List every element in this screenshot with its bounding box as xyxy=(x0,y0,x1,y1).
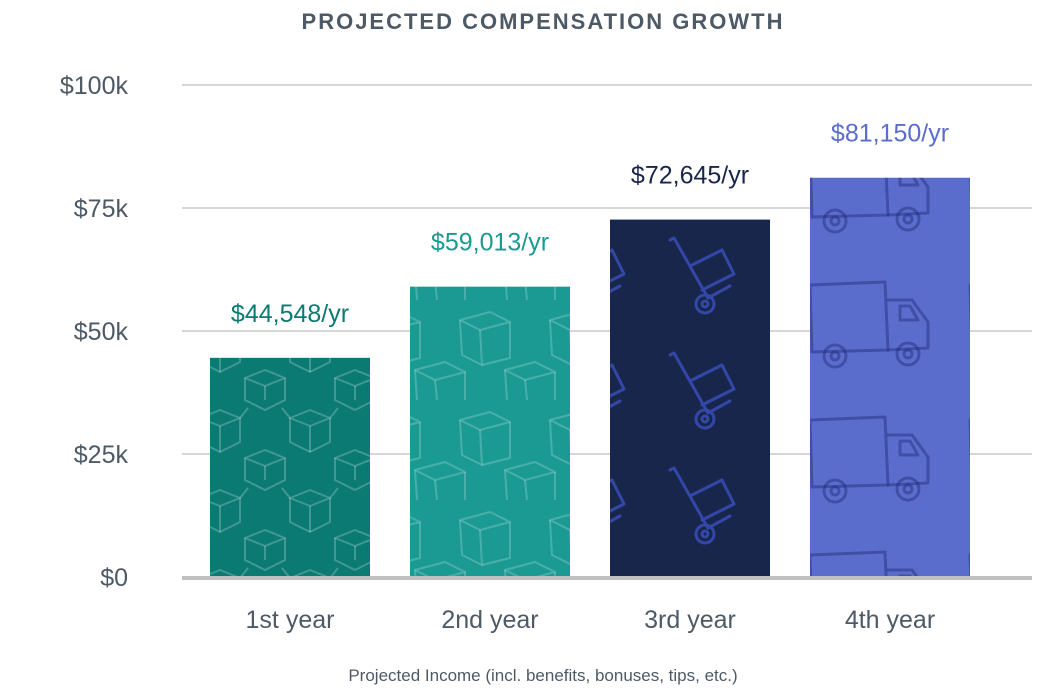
x-axis-ticks: 1st year 2nd year 3rd year 4th year xyxy=(246,606,936,634)
x-tick-label: 3rd year xyxy=(644,606,736,634)
bar-pattern-box-icon xyxy=(410,286,570,577)
bar-pattern-truck-icon xyxy=(810,177,970,577)
y-tick-label: $0 xyxy=(100,564,128,592)
x-axis-title: Projected Income (incl. benefits, bonuse… xyxy=(348,666,737,685)
y-tick-label: $50k xyxy=(74,318,129,346)
bar-value-label: $72,645/yr xyxy=(631,162,749,190)
bars xyxy=(210,177,970,577)
x-tick-label: 4th year xyxy=(845,606,935,634)
y-axis-ticks: $0 $25k $50k $75k $100k xyxy=(60,72,129,592)
bar-pattern-hand-truck-icon xyxy=(610,219,770,577)
bar-value-label: $44,548/yr xyxy=(231,300,349,328)
value-labels: $44,548/yr $59,013/yr $72,645/yr $81,150/yr xyxy=(231,120,949,328)
y-tick-label: $75k xyxy=(74,195,129,223)
x-tick-label: 1st year xyxy=(246,606,335,634)
y-tick-label: $25k xyxy=(74,441,129,469)
bar-pattern-box-icon xyxy=(210,357,370,577)
chart-title: PROJECTED COMPENSATION GROWTH xyxy=(302,9,785,34)
bar-value-label: $81,150/yr xyxy=(831,120,949,148)
x-tick-label: 2nd year xyxy=(441,606,538,634)
bar-value-label: $59,013/yr xyxy=(431,229,549,257)
y-tick-label: $100k xyxy=(60,72,129,100)
